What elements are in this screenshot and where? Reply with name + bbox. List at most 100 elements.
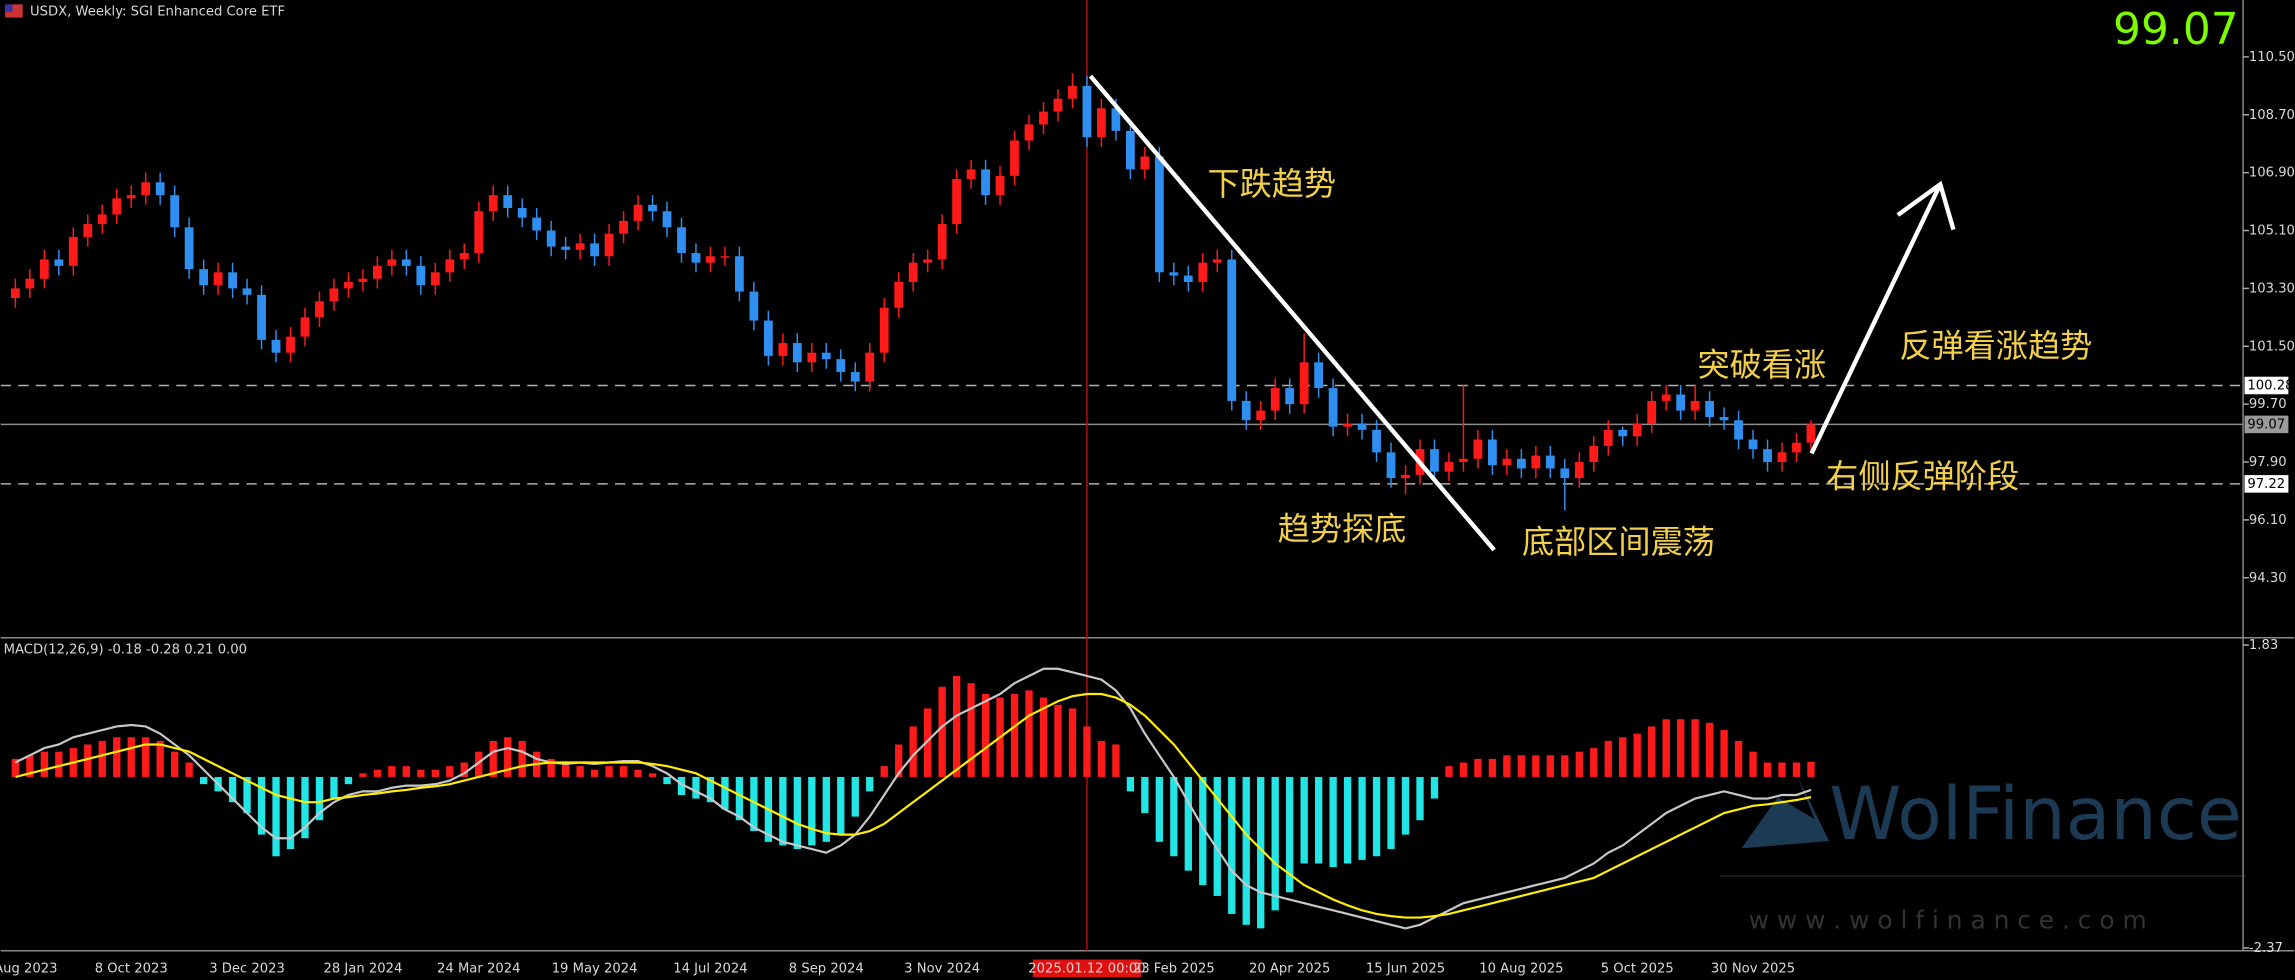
candle-body (1082, 85, 1092, 138)
candle-body (54, 259, 64, 266)
current-price-big: 99.07 (2113, 4, 2239, 55)
x-tick-label: 20 Apr 2025 (1249, 961, 1330, 976)
candle-body (865, 352, 875, 382)
level-tag (2244, 376, 2289, 395)
candle-body (1097, 108, 1106, 138)
macd-bar (26, 755, 34, 777)
candle-body (662, 211, 672, 228)
y-tick-label: 96.10 (2249, 513, 2287, 528)
macd-bar (1619, 737, 1627, 777)
candle-body (430, 272, 440, 286)
y-tick-label: 99.70 (2249, 397, 2287, 412)
macd-bar (185, 762, 193, 777)
macd-bar (880, 766, 888, 777)
candle-body (1125, 130, 1135, 170)
candle-body (344, 281, 353, 289)
macd-bar (228, 776, 237, 803)
macd-bar (1561, 755, 1569, 777)
candle-body (1502, 458, 1512, 466)
candle-body (401, 259, 411, 266)
macd-bar (967, 683, 975, 777)
macd-bar (924, 708, 932, 777)
candle-body (271, 339, 281, 353)
candle-body (981, 169, 990, 196)
candle-body (1574, 462, 1584, 479)
annotation: 反弹看涨趋势 (1899, 327, 2092, 365)
macd-bar (315, 776, 324, 821)
macd-bar (301, 776, 309, 839)
candle-body (1140, 156, 1150, 170)
macd-bar (1705, 722, 1714, 777)
candle-body (1516, 458, 1526, 469)
macd-bar (286, 776, 295, 850)
macd-bar (1358, 776, 1366, 860)
macd-bar (1401, 776, 1410, 835)
current-price-tag-label: 99.07 (2247, 417, 2285, 432)
macd-bar (1242, 776, 1250, 925)
candle-body (1459, 458, 1468, 463)
candle-body (1690, 400, 1700, 411)
candle-body (1676, 394, 1686, 411)
y-tick-label: 110.50 (2249, 50, 2295, 65)
macd-bar (446, 766, 454, 777)
macd-bar (1459, 762, 1468, 777)
arrow-head (1896, 180, 1956, 231)
macd-bar (1503, 755, 1511, 777)
candle-body (1444, 462, 1454, 472)
candle-body (763, 320, 773, 356)
macd-bar (1343, 776, 1352, 864)
crosshair-tag (1032, 959, 1142, 978)
x-tick-label: 8 Oct 2023 (95, 961, 168, 976)
macd-bar (460, 762, 468, 777)
candle-body (488, 195, 498, 212)
macd-bar (938, 686, 946, 777)
x-tick-label: 14 Jul 2024 (673, 961, 747, 976)
candle-body (155, 182, 165, 196)
candle-body (619, 220, 628, 234)
candle-body (459, 253, 469, 260)
candle-body (532, 217, 542, 231)
macd-bar (851, 776, 859, 817)
candle-body (778, 343, 788, 356)
annotation: 趋势探底 (1278, 510, 1407, 548)
macd-bar (1734, 740, 1743, 777)
candle-body (329, 288, 339, 302)
macd-bar (692, 776, 700, 799)
candle-body (1719, 416, 1729, 421)
candle-body (1647, 400, 1657, 424)
macd-bar (1676, 719, 1685, 777)
current-price-tag (2244, 415, 2289, 434)
x-tick-label: 15 Jun 2025 (1366, 961, 1445, 976)
uptrend-arrow (1809, 183, 1943, 455)
candle-body (561, 246, 571, 250)
x-tick-label: 13 Aug 2023 (0, 961, 58, 976)
macd-bar (11, 758, 20, 777)
macd-bar (590, 769, 599, 777)
candle-body (445, 259, 455, 273)
y-tick-label: 94.30 (2249, 571, 2287, 586)
macd-line (14, 667, 1812, 930)
candle-body (170, 195, 180, 228)
candle-body (792, 343, 802, 363)
candle-body (1545, 455, 1555, 469)
trend-arrows (1088, 74, 1956, 552)
candle-body (1792, 442, 1801, 453)
candle-body (836, 359, 846, 372)
y-tick-label: -2.37 (2249, 941, 2283, 956)
candle-body (850, 371, 860, 382)
candle-body (1183, 275, 1193, 282)
candle-body (213, 272, 223, 286)
macd-bar (1039, 697, 1048, 777)
macd-bar (127, 737, 135, 777)
x-tick-label: 8 Sep 2024 (789, 961, 864, 976)
candle-body (1299, 362, 1309, 405)
macd-bar (648, 773, 657, 777)
candle-body (633, 204, 643, 221)
macd-bar (1387, 776, 1395, 850)
candle-body (1632, 423, 1642, 437)
macd-bar (1430, 776, 1439, 799)
candle-body (590, 243, 599, 257)
x-tick-label: 28 Jan 2024 (323, 961, 402, 976)
candle-body (1473, 439, 1483, 459)
macd-bar (561, 762, 570, 777)
